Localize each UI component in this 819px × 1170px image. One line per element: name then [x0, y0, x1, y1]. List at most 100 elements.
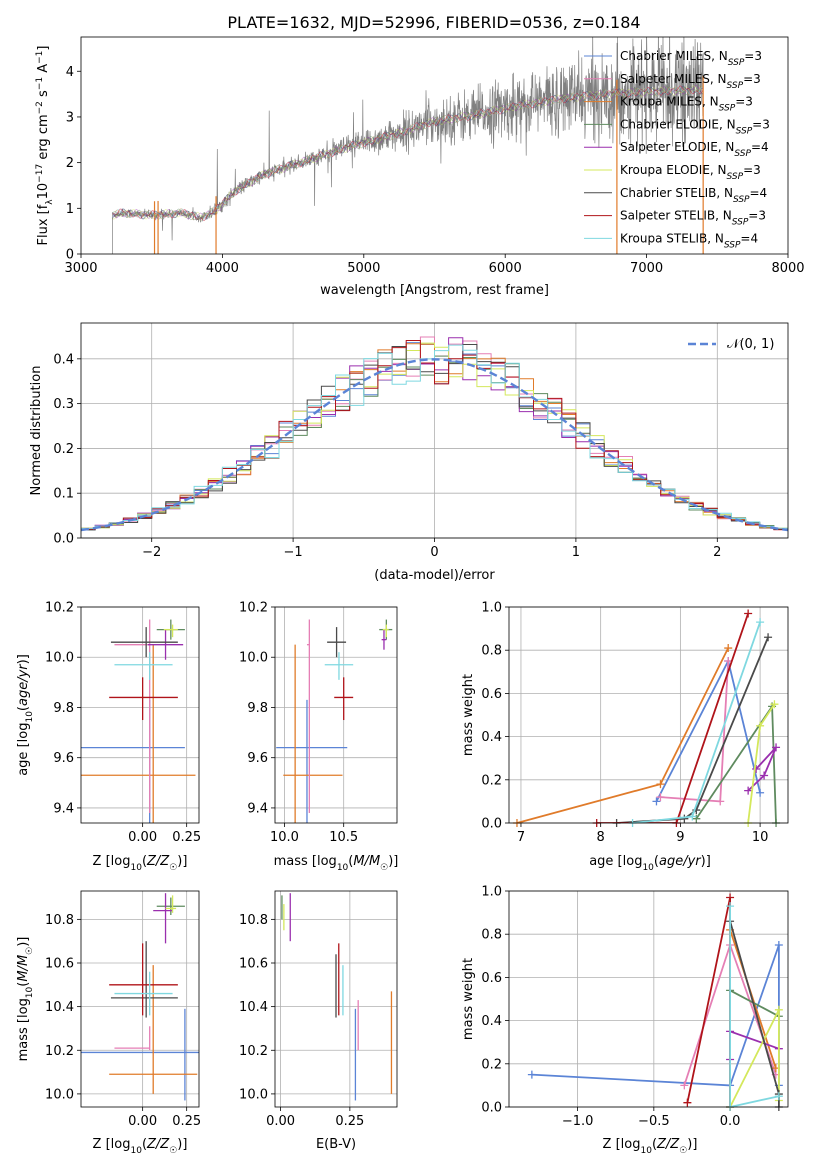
y-tick-label: 9.6	[53, 751, 74, 766]
axes-frame	[80, 36, 789, 255]
weight-marker	[744, 609, 753, 618]
x-tick-label: 0.25	[335, 1114, 364, 1129]
y-tick-label: 10.8	[239, 913, 268, 928]
y-tick-label: 10.6	[239, 957, 268, 972]
y-tick-label: 0.8	[481, 928, 502, 943]
y-axis-label: mass [log10(M/M☉)]	[16, 937, 35, 1062]
x-tick-label: 7000	[630, 261, 663, 276]
y-tick-label: 9.4	[53, 801, 74, 816]
x-tick-label: −1.0	[562, 1114, 594, 1129]
y-tick-label: 1	[66, 202, 74, 217]
y-tick-label: 10.0	[45, 1087, 74, 1102]
legend-entry: Salpeter STELIB, NSSP=3	[620, 209, 766, 228]
y-axis-label: Flux [fλ10−17 erg cm−2 s−1 A−1]	[35, 46, 55, 246]
y-tick-label: 10.2	[239, 601, 268, 616]
weight-marker	[772, 743, 781, 752]
y-tick-label: 0.2	[53, 442, 74, 457]
spectrum-model-line	[111, 85, 703, 220]
y-tick-label: 9.8	[247, 701, 268, 716]
x-tick-label: 8000	[771, 261, 804, 276]
legend-entry: Kroupa ELODIE, NSSP=3	[620, 163, 761, 182]
y-axis-label: age [log10(age/yr)]	[16, 654, 35, 776]
y-tick-label: 10.8	[45, 913, 74, 928]
x-tick-label: 0.0	[720, 1114, 741, 1129]
age-massweight-panel: 7 8 9 10 0.0 0.2 0.4 0.6 0.8 1.0 age [log10(age/yr…	[461, 601, 789, 873]
weight-line	[729, 906, 780, 1107]
figure-title: PLATE=1632, MJD=52996, FIBERID=0536, z=0…	[227, 13, 640, 32]
y-axis-label: Normed distribution	[29, 366, 44, 496]
weight-line	[729, 1009, 780, 1107]
histogram-step	[81, 340, 788, 530]
weight-marker	[656, 780, 665, 789]
y-tick-label: 10.6	[45, 957, 74, 972]
y-tick-label: 0.4	[481, 730, 502, 745]
legend-entry: Salpeter MILES, NSSP=3	[620, 72, 761, 91]
y-tick-label: 4	[66, 65, 74, 80]
weight-marker	[774, 1005, 783, 1014]
axes-frame	[80, 322, 789, 539]
weight-marker	[680, 1081, 689, 1090]
x-tick-label: 10	[752, 830, 769, 845]
legend-entry: Chabrier STELIB, NSSP=4	[620, 186, 767, 205]
x-tick-label: 0.25	[172, 1114, 201, 1129]
legend-entry: Kroupa MILES, NSSP=3	[620, 95, 753, 114]
weight-line	[695, 703, 777, 823]
z-massweight-panel: −1.0 −0.5 0.0 0.0 0.2 0.4 0.6 0.8 1.0 Z [log10(Z/…	[461, 885, 789, 1156]
weight-marker	[726, 902, 735, 911]
x-tick-label: 5000	[347, 261, 380, 276]
weight-marker	[756, 788, 765, 797]
y-tick-label: 0.0	[481, 817, 502, 832]
histogram-step	[81, 342, 788, 529]
x-tick-label: 0	[430, 545, 438, 560]
y-tick-label: 10.2	[45, 601, 74, 616]
weight-marker	[774, 1092, 783, 1101]
weight-marker	[744, 786, 753, 795]
axes-frame	[508, 890, 789, 1108]
y-tick-label: 0.4	[481, 1014, 502, 1029]
y-tick-label: 0.0	[481, 1101, 502, 1116]
y-tick-label: 9.4	[247, 801, 268, 816]
legend-entry: Kroupa STELIB, NSSP=4	[620, 231, 758, 250]
axes-frame	[274, 606, 398, 824]
normal-curve	[80, 358, 789, 532]
mass-age-panel: 10.0 10.5 9.4 9.6 9.8 10.0 10.2 mass [log10(M/M…	[239, 601, 398, 874]
axes-frame	[274, 890, 398, 1108]
weight-line	[516, 647, 730, 823]
y-tick-label: 10.2	[239, 1044, 268, 1059]
x-tick-label: 0.00	[128, 830, 157, 845]
weight-marker	[652, 797, 661, 806]
x-axis-label: mass [log10(M/M☉)]	[274, 854, 399, 873]
y-tick-label: 10.0	[239, 1087, 268, 1102]
weight-marker	[770, 700, 779, 709]
weight-marker	[760, 771, 769, 780]
weight-marker	[726, 893, 735, 902]
legend-normal-label: 𝒩(0, 1)	[727, 337, 774, 352]
axes-frame	[508, 606, 789, 824]
legend-entry: Chabrier ELODIE, NSSP=3	[620, 117, 770, 136]
x-tick-label: 1	[572, 545, 580, 560]
axes-frame	[80, 606, 200, 824]
y-tick-label: 0	[66, 248, 74, 263]
spectrum-model-line	[111, 85, 703, 220]
y-tick-label: 2	[66, 156, 74, 171]
residual-histogram-panel: −2 −1 0 1 2 0.0 0.1 0.2 0.3 0.4 𝒩(0, 1) (data-model…	[29, 322, 789, 583]
weight-line	[747, 746, 777, 792]
spectrum-model-line	[111, 85, 703, 221]
weight-marker	[774, 941, 783, 949]
y-tick-label: 0.6	[481, 971, 502, 986]
weight-line	[686, 897, 731, 1107]
x-tick-label: −1	[284, 545, 303, 560]
y-tick-label: 0.1	[53, 487, 74, 502]
weight-marker	[688, 812, 697, 821]
x-tick-label: 10.0	[270, 830, 299, 845]
axes-frame	[80, 890, 200, 1108]
histogram-step	[81, 344, 788, 529]
x-axis-label: wavelength [Angstrom, rest frame]	[320, 283, 549, 298]
y-tick-label: 1.0	[481, 885, 502, 900]
y-tick-label: 0.0	[53, 532, 74, 547]
y-tick-label: 0.2	[481, 773, 502, 788]
y-tick-label: 10.0	[45, 651, 74, 666]
spectrum-model-line	[111, 85, 703, 221]
weight-marker	[764, 633, 773, 642]
